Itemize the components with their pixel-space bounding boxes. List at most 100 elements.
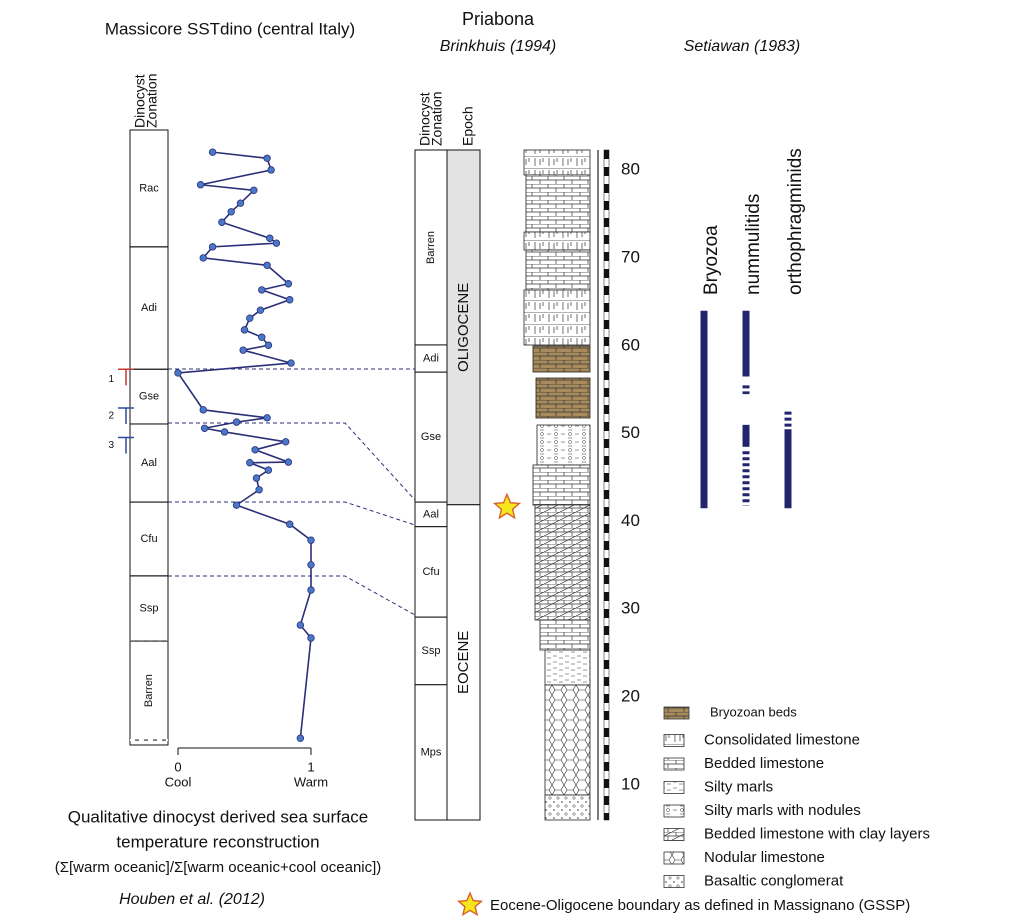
sst-point — [297, 622, 304, 629]
legend-label: Bedded limestone with clay layers — [704, 825, 930, 842]
sst-point — [200, 407, 207, 414]
x-tick-caption: Warm — [294, 774, 328, 789]
layer — [545, 795, 590, 820]
sst-point — [273, 240, 280, 247]
sst-point — [251, 187, 258, 194]
layer — [526, 250, 590, 290]
sst-point — [221, 429, 228, 436]
epoch-label: EOCENE — [455, 631, 472, 694]
sst-line — [178, 152, 311, 738]
x-tick-label: 1 — [307, 759, 314, 774]
sst-point — [285, 459, 292, 466]
sst-point — [264, 415, 271, 422]
y-tick-label: 40 — [621, 511, 640, 530]
sst-point — [197, 181, 204, 188]
taxon-label: orthophragminids — [785, 148, 806, 295]
sst-point — [286, 521, 293, 528]
legend-swatch — [664, 876, 684, 888]
legend-swatch — [664, 852, 684, 864]
sst-point — [233, 419, 240, 426]
sst-point — [285, 280, 292, 287]
layer — [524, 232, 590, 250]
layer — [524, 290, 590, 345]
epoch-header: Epoch — [460, 106, 476, 146]
marker-label: 3 — [108, 440, 114, 451]
middle-subtitle: Brinkhuis (1994) — [440, 38, 557, 55]
legend-swatch — [664, 758, 684, 770]
x-tick-caption: Cool — [165, 774, 192, 789]
legend-label: Basaltic conglomerat — [704, 872, 844, 889]
y-tick-label: 50 — [621, 423, 640, 442]
sst-point — [175, 370, 182, 377]
legend-label: Consolidated limestone — [704, 731, 860, 748]
zone-label: Aal — [423, 508, 439, 520]
epoch-label: OLIGOCENE — [455, 283, 472, 372]
sst-point — [256, 486, 263, 493]
zone-label: Ssp — [140, 602, 159, 614]
taxon-label: Bryozoa — [701, 225, 722, 295]
marker-label: 1 — [108, 374, 114, 385]
layer — [540, 620, 590, 650]
marker — [118, 437, 134, 453]
zone-label: Adi — [423, 352, 439, 364]
marker — [118, 369, 134, 385]
caption: Qualitative dinocyst derived sea surface — [68, 807, 369, 826]
sst-point — [264, 262, 271, 269]
sst-point — [265, 342, 272, 349]
sst-point — [233, 502, 240, 509]
figure: Massicore SSTdino (central Italy) Priabo… — [0, 0, 1015, 919]
caption: (Σ[warm oceanic]/Σ[warm oceanic+cool oce… — [55, 859, 382, 876]
sst-point — [282, 439, 289, 446]
sst-point — [268, 167, 275, 174]
zone-label: Barren — [143, 674, 155, 707]
legend-label: Bedded limestone — [704, 755, 824, 772]
sst-point — [209, 244, 216, 251]
taxon-label: nummulitids — [743, 194, 764, 295]
marker-label: 2 — [108, 411, 114, 422]
left-title: Massicore SSTdino (central Italy) — [105, 19, 355, 38]
sst-point — [247, 315, 254, 322]
layer — [545, 650, 590, 685]
zone-label: Cfu — [140, 533, 157, 545]
right-title: Setiawan (1983) — [684, 38, 801, 55]
layer — [545, 685, 590, 795]
sst-point — [308, 562, 315, 569]
y-tick-label: 80 — [621, 160, 640, 179]
sst-point — [253, 475, 260, 482]
sst-point — [264, 155, 271, 162]
sst-point — [258, 334, 265, 341]
zone-label: Gse — [139, 391, 159, 403]
legend-label: Eocene-Oligocene boundary as defined in … — [490, 897, 910, 914]
y-tick-label: 70 — [621, 247, 640, 266]
legend-swatch — [664, 805, 684, 817]
layer — [524, 150, 590, 175]
sst-point — [241, 327, 248, 334]
x-tick-label: 0 — [174, 759, 181, 774]
boundary-star — [495, 494, 520, 518]
legend-swatch — [664, 782, 684, 794]
layer — [533, 346, 590, 372]
layer — [536, 378, 590, 418]
zone-column — [130, 130, 168, 745]
zone-label: Rac — [139, 182, 159, 194]
legend-swatch — [664, 829, 684, 841]
y-tick-label: 10 — [621, 774, 640, 793]
legend-swatch — [664, 707, 689, 719]
y-tick-label: 30 — [621, 599, 640, 618]
zone-label: Mps — [421, 746, 442, 758]
zone-header: Zonation — [429, 92, 445, 146]
sst-point — [240, 347, 247, 354]
sst-point — [265, 467, 272, 474]
sst-point — [200, 255, 207, 262]
marker — [118, 408, 134, 424]
sst-point — [201, 425, 208, 432]
layer — [537, 425, 590, 465]
sst-point — [219, 219, 226, 226]
lithology-column — [524, 150, 598, 820]
layer — [533, 465, 590, 505]
correlation-lines — [168, 369, 415, 615]
legend-label: Nodular limestone — [704, 849, 825, 866]
sst-point — [252, 447, 259, 454]
zone-label: Adi — [141, 302, 157, 314]
zone-label: Barren — [425, 231, 437, 264]
